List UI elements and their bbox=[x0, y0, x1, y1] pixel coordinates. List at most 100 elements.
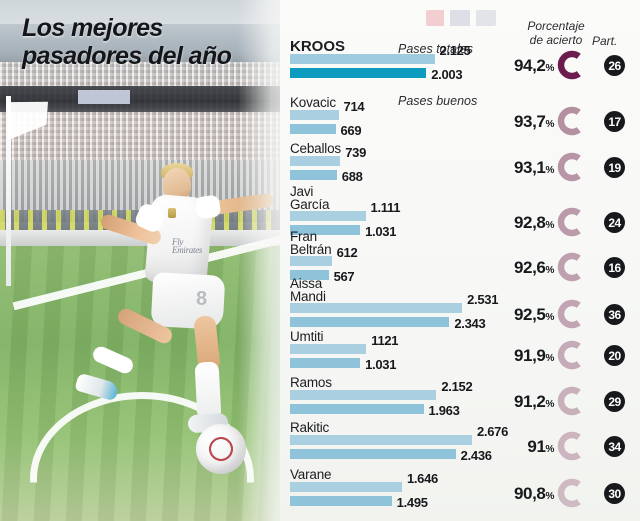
bar-pases-totales bbox=[290, 344, 367, 354]
value-pases-buenos: 1.031 bbox=[365, 224, 397, 239]
bar-pases-buenos bbox=[290, 270, 329, 280]
percent-acierto: 91,2% bbox=[514, 392, 555, 411]
bar-pases-totales bbox=[290, 390, 437, 400]
percent-acierto: 91,9% bbox=[514, 346, 555, 365]
stadium-scoreboard bbox=[78, 90, 130, 104]
percent-acierto: 93,7% bbox=[514, 112, 555, 131]
corner-flag-pole bbox=[6, 96, 11, 286]
club-crest-icon bbox=[168, 208, 176, 218]
percent-acierto: 92,6% bbox=[514, 258, 554, 277]
header-pases-buenos: Pases buenos bbox=[398, 94, 478, 108]
player-name: Fran Beltrán bbox=[290, 229, 332, 257]
partidos-badge: 24 bbox=[604, 212, 625, 233]
bar-pases-totales bbox=[290, 156, 341, 166]
percent-symbol: % bbox=[545, 119, 555, 130]
data-panel bbox=[280, 0, 640, 521]
bar-pases-totales bbox=[290, 303, 463, 313]
percent-acierto: 93,1% bbox=[514, 158, 555, 177]
percent-ring-icon bbox=[557, 207, 587, 237]
player-name: Javi García bbox=[290, 184, 330, 212]
percent-ring-icon bbox=[557, 340, 587, 370]
percent-acierto: 91% bbox=[527, 437, 555, 456]
jersey-number: 8 bbox=[196, 288, 208, 310]
player-right-sock bbox=[194, 361, 222, 421]
percent-ring-icon bbox=[557, 106, 587, 136]
value-pases-totales: 2.152 bbox=[441, 379, 473, 394]
bar-pases-buenos bbox=[290, 358, 361, 368]
bar-pases-totales bbox=[290, 110, 339, 120]
player-name: Rakitic bbox=[290, 420, 330, 435]
bar-pases-buenos bbox=[290, 317, 450, 327]
value-pases-totales: 2.676 bbox=[477, 424, 509, 439]
percent-acierto: 92,8% bbox=[514, 213, 555, 232]
player-name: Ceballos bbox=[290, 141, 341, 156]
partidos-badge: 29 bbox=[604, 391, 625, 412]
partidos-badge: 34 bbox=[604, 436, 625, 457]
value-pases-totales: 612 bbox=[336, 245, 358, 260]
percent-ring-icon bbox=[557, 431, 587, 461]
value-pases-totales: 2.531 bbox=[467, 292, 499, 307]
header-part: Part. bbox=[592, 34, 618, 48]
value-pases-totales: 714 bbox=[343, 99, 365, 114]
player-name: Kovacic bbox=[290, 95, 336, 110]
percent-symbol: % bbox=[545, 63, 555, 74]
watermark-logo bbox=[426, 10, 496, 26]
header-pases-totales: Pases totales bbox=[398, 42, 474, 56]
partidos-badge: 16 bbox=[604, 257, 625, 278]
value-pases-buenos: 2.003 bbox=[431, 67, 463, 82]
page-title-line1: Los mejores bbox=[22, 14, 163, 42]
bar-pases-buenos bbox=[290, 124, 336, 134]
value-pases-totales: 739 bbox=[345, 145, 367, 160]
percent-symbol: % bbox=[545, 353, 555, 364]
percent-acierto: 90,8% bbox=[514, 484, 555, 503]
value-pases-totales: 1.646 bbox=[406, 471, 438, 486]
value-pases-buenos: 567 bbox=[333, 269, 355, 284]
bar-pases-totales bbox=[290, 54, 435, 64]
partidos-badge: 20 bbox=[604, 345, 625, 366]
value-pases-totales: 1121 bbox=[371, 333, 399, 348]
percent-ring-icon bbox=[557, 478, 587, 508]
bar-pases-buenos bbox=[290, 404, 424, 414]
value-pases-buenos: 1.963 bbox=[428, 403, 460, 418]
value-pases-buenos: 688 bbox=[341, 169, 363, 184]
partidos-badge: 19 bbox=[604, 157, 625, 178]
percent-ring-icon bbox=[557, 252, 587, 282]
value-pases-totales: 1.111 bbox=[370, 200, 401, 215]
percent-symbol: % bbox=[545, 165, 555, 176]
player-name: Varane bbox=[290, 467, 332, 482]
partidos-badge: 17 bbox=[604, 111, 625, 132]
player-name: Aissa Mandi bbox=[290, 276, 326, 304]
header-porcentaje-acierto: Porcentaje de acierto bbox=[519, 19, 593, 47]
header-porcentaje-line1: Porcentaje bbox=[527, 19, 585, 33]
value-pases-buenos: 2.343 bbox=[454, 316, 486, 331]
partidos-badge: 36 bbox=[604, 304, 625, 325]
percent-symbol: % bbox=[545, 491, 555, 502]
percent-symbol: % bbox=[545, 312, 555, 323]
percent-symbol: % bbox=[545, 220, 555, 231]
percent-symbol: % bbox=[545, 399, 555, 410]
bar-pases-buenos bbox=[290, 170, 337, 180]
player-name: Umtiti bbox=[290, 329, 324, 344]
bar-pases-totales bbox=[290, 435, 472, 445]
percent-ring-icon bbox=[557, 386, 587, 416]
jersey-sponsor-text: Fly Emirates bbox=[172, 237, 203, 255]
player-name: KROOS bbox=[290, 38, 346, 55]
header-porcentaje-line2: de acierto bbox=[529, 32, 583, 47]
bar-pases-buenos bbox=[290, 449, 456, 459]
percent-ring-icon bbox=[557, 152, 587, 182]
bar-pases-totales bbox=[290, 256, 332, 266]
player-photo: Fly Emirates 8 bbox=[0, 0, 300, 521]
player-name: Ramos bbox=[290, 375, 332, 390]
partidos-badge: 26 bbox=[604, 55, 625, 76]
page-title-line2: pasadores del año bbox=[22, 42, 232, 70]
bar-pases-totales bbox=[290, 482, 402, 492]
bar-pases-totales bbox=[290, 211, 366, 221]
bar-pases-buenos bbox=[290, 68, 427, 78]
value-pases-totales: 2.125 bbox=[439, 43, 471, 58]
value-pases-buenos: 669 bbox=[340, 123, 362, 138]
percent-symbol: % bbox=[545, 444, 555, 455]
value-pases-buenos: 1.495 bbox=[396, 495, 428, 510]
ball-marking bbox=[206, 434, 236, 464]
value-pases-buenos: 1.031 bbox=[365, 357, 397, 372]
